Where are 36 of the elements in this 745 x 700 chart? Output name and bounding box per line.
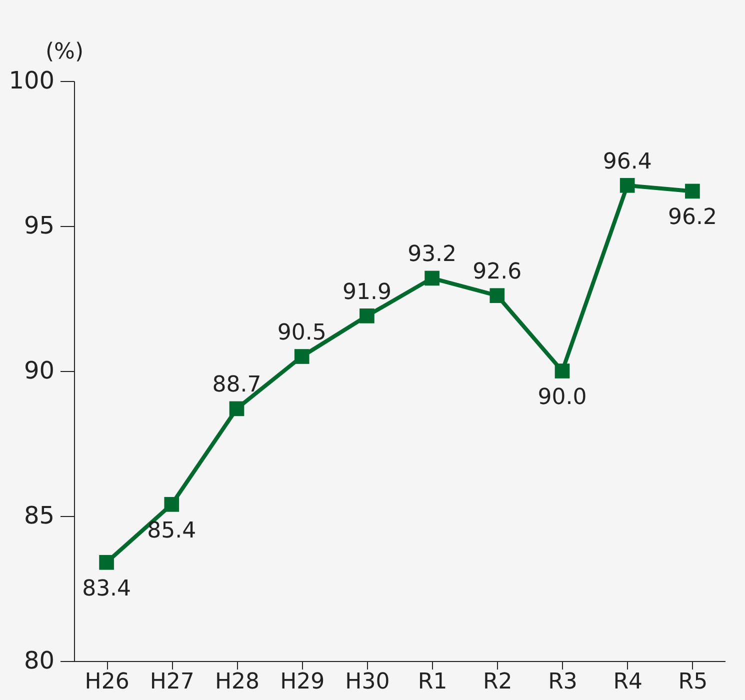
data-label: 90.5	[277, 320, 326, 346]
point	[164, 496, 180, 512]
y-axis-title: (%)	[45, 40, 84, 64]
x-tick-label: R5	[678, 670, 708, 694]
data-label: 96.2	[668, 205, 717, 230]
point	[554, 364, 570, 378]
data-label: 96.4	[602, 149, 652, 174]
y-tick-label: 80	[24, 646, 54, 674]
data-label: 88.7	[212, 372, 262, 398]
y-tick-label: 95	[24, 212, 54, 240]
x-tick-label: R4	[613, 670, 642, 694]
x-tick-label: R2	[483, 670, 512, 694]
y-tick-label: 90	[24, 356, 54, 384]
point	[490, 288, 505, 304]
x-tick-label: R1	[418, 670, 448, 694]
point	[685, 184, 700, 199]
y-tick-label: 85	[24, 502, 54, 530]
point	[620, 178, 635, 193]
point	[294, 349, 310, 364]
x-tick-label: H29	[280, 670, 325, 694]
data-label: 93.2	[408, 242, 457, 268]
x-tick-label: H28	[214, 670, 260, 694]
data-label: 91.9	[342, 280, 392, 305]
point	[229, 401, 244, 416]
data-label: 83.4	[82, 576, 132, 602]
x-tick-label: H30	[345, 670, 390, 694]
point	[424, 270, 440, 286]
y-tick-label: 100	[8, 66, 54, 94]
point	[99, 554, 114, 570]
x-tick-label: H27	[150, 670, 194, 694]
data-label: 92.6	[472, 260, 522, 285]
x-tick-label: R3	[548, 670, 578, 694]
data-label: 90.0	[538, 385, 587, 410]
data-label: 85.4	[147, 518, 196, 544]
x-tick-label: H26	[84, 670, 130, 694]
point	[360, 308, 374, 324]
